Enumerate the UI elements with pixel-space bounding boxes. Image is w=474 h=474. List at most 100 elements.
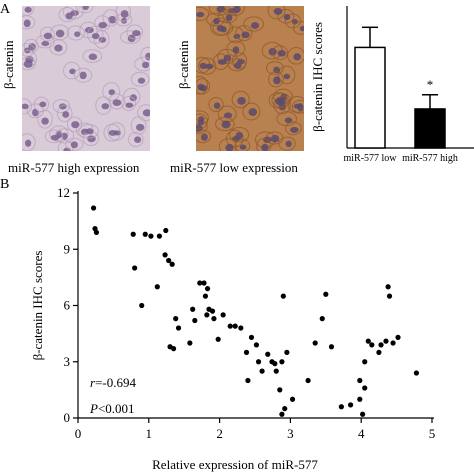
cell-outline <box>265 131 284 145</box>
cell-nucleus <box>23 60 33 68</box>
cell-outline <box>22 15 36 30</box>
cell-nucleus <box>232 46 240 54</box>
scatter-point <box>227 323 233 329</box>
p-value-stat: P<0.001 <box>89 401 135 416</box>
cell-outline <box>128 131 144 148</box>
cell-outline <box>196 129 212 144</box>
cell-nucleus <box>233 62 242 69</box>
scatter-point <box>170 346 177 352</box>
cell-outline <box>291 99 304 114</box>
scatter-point <box>386 293 393 299</box>
cell-outline <box>78 123 99 139</box>
scatter-point <box>357 396 363 402</box>
cell-nucleus <box>204 63 214 70</box>
scatter-x-tick-label: 3 <box>287 426 294 441</box>
cell-outline <box>66 25 86 41</box>
scatter-point <box>243 349 250 355</box>
scatter-point <box>312 340 318 346</box>
cell-outline <box>208 97 224 112</box>
panel-label-a: A <box>0 2 11 17</box>
cell-nucleus <box>217 59 227 65</box>
scatter-point <box>156 233 163 239</box>
cell-nucleus <box>101 103 110 110</box>
cell-outline <box>231 90 250 109</box>
cell-outline <box>137 104 150 122</box>
scatter-point <box>162 252 168 258</box>
cell-outline <box>256 137 272 151</box>
cell-nucleus <box>50 134 60 141</box>
cell-nucleus <box>283 13 291 21</box>
cell-nucleus <box>62 111 70 118</box>
scatter-point <box>192 317 198 324</box>
cell-nucleus <box>70 141 78 149</box>
cell-outline <box>277 8 295 24</box>
scatter-point <box>90 205 97 211</box>
cell-nucleus <box>250 22 260 29</box>
cell-nucleus <box>285 140 292 148</box>
cell-nucleus <box>297 103 304 112</box>
cell-outline <box>196 78 211 95</box>
cell-outline <box>121 95 137 111</box>
scatter-x-tick-label: 0 <box>75 426 82 441</box>
bar-category-label-2: miR-577 high <box>402 153 458 164</box>
scatter-point <box>413 370 420 376</box>
cell-nucleus <box>235 132 243 140</box>
scatter-point <box>139 302 145 309</box>
scatter-x-tick-label: 2 <box>216 426 223 441</box>
cell-nucleus <box>85 128 94 135</box>
cell-nucleus <box>55 29 65 38</box>
scatter-point <box>187 340 193 346</box>
cell-nucleus <box>293 53 302 61</box>
scatter-point <box>202 293 209 299</box>
cell-outline <box>267 6 286 20</box>
scatter-point <box>360 411 366 417</box>
cell-outline <box>196 113 208 130</box>
image1-caption: miR-577 high expression <box>8 160 140 175</box>
cell-outline <box>287 46 304 65</box>
scatter-point <box>319 316 325 322</box>
cell-nucleus <box>197 119 204 126</box>
cell-outline <box>108 93 125 110</box>
scatter-point <box>338 404 344 410</box>
cell-nucleus <box>125 102 134 108</box>
scatter-point <box>305 377 311 384</box>
cell-outline <box>102 9 119 27</box>
cell-outline <box>232 52 248 70</box>
cell-nucleus <box>134 136 142 143</box>
scatter-point <box>209 308 216 314</box>
scatter-point <box>130 231 136 237</box>
scatter-point <box>365 338 371 344</box>
cell-nucleus <box>239 144 247 150</box>
scatter-x-tick-label: 4 <box>358 426 365 441</box>
cell-nucleus <box>88 53 98 61</box>
scatter-point <box>328 344 335 350</box>
cell-nucleus <box>290 126 299 134</box>
scatter-point <box>376 349 382 355</box>
cell-outline <box>266 61 284 75</box>
scatter-point <box>201 280 207 286</box>
cell-outline <box>22 57 36 71</box>
cell-nucleus <box>237 96 246 105</box>
cell-nucleus <box>273 76 281 85</box>
ihc-image-high-expression <box>22 6 150 151</box>
cell-outline <box>65 137 84 151</box>
cell-outline <box>243 16 265 32</box>
scatter-point <box>347 402 354 408</box>
scatter-point <box>289 396 296 402</box>
scatter-point <box>93 229 100 235</box>
cell-nucleus <box>108 15 117 24</box>
cell-outline <box>95 96 112 115</box>
scatter-point <box>238 325 244 331</box>
scatter-point <box>279 411 285 417</box>
scatter-point <box>272 361 278 367</box>
cell-nucleus <box>69 68 76 75</box>
cell-outline <box>63 61 81 80</box>
cell-outline <box>234 138 251 151</box>
cell-outline <box>206 12 225 27</box>
cell-nucleus <box>299 25 304 32</box>
cell-outline <box>225 6 245 17</box>
scatter-point <box>173 316 179 322</box>
cell-nucleus <box>43 32 53 40</box>
cell-nucleus <box>213 17 220 25</box>
cell-nucleus <box>32 108 39 117</box>
